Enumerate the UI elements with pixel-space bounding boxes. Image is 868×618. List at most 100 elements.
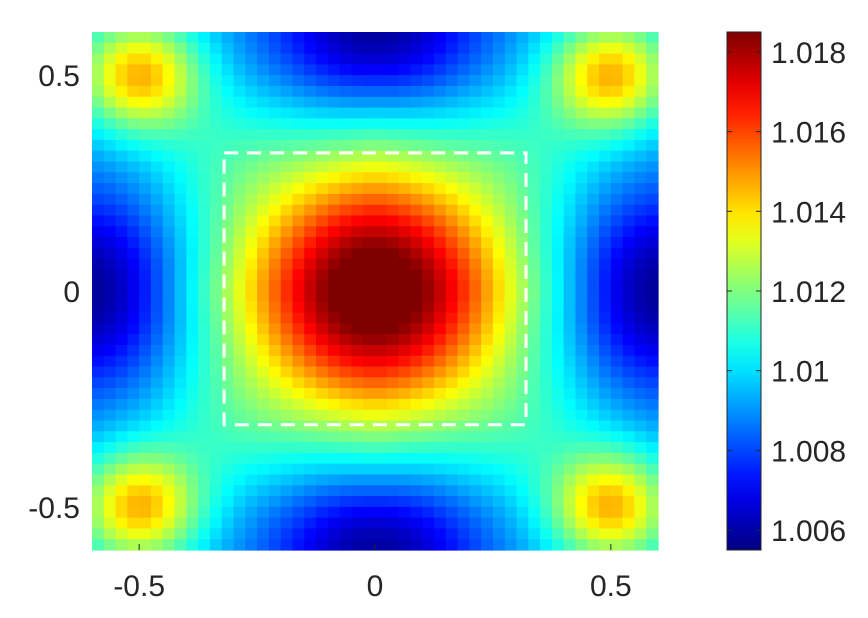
heatmap-cell: [445, 139, 459, 152]
heatmap-cell: [610, 150, 624, 163]
heatmap-cell: [551, 32, 565, 44]
heatmap-cell: [587, 107, 600, 119]
heatmap-cell: [469, 183, 482, 195]
heatmap-cell: [162, 32, 176, 44]
heatmap-cell: [327, 323, 341, 335]
heatmap-cell: [257, 193, 270, 206]
heatmap-cell: [398, 377, 411, 389]
heatmap-cell: [540, 452, 553, 465]
heatmap-cell: [386, 409, 400, 422]
colorbar-tick-label: 1.016: [771, 117, 846, 150]
heatmap-cell: [587, 258, 600, 271]
heatmap-cell: [245, 474, 258, 486]
heatmap-cell: [634, 485, 647, 497]
heatmap-cell: [221, 539, 235, 551]
heatmap-cell: [198, 204, 211, 217]
heatmap-cell: [622, 75, 636, 87]
heatmap-cell: [634, 398, 647, 411]
heatmap-cell: [386, 32, 400, 44]
heatmap-cell: [316, 161, 329, 173]
heatmap-cell: [504, 247, 518, 260]
heatmap-cell: [528, 420, 541, 432]
heatmap-cell: [492, 237, 506, 249]
heatmap-cell: [363, 517, 376, 530]
heatmap-cell: [363, 323, 376, 335]
heatmap-cell: [280, 237, 294, 249]
heatmap-cell: [174, 474, 187, 486]
heatmap-cell: [587, 204, 600, 217]
heatmap-cell: [410, 301, 423, 314]
heatmap-cell: [375, 183, 388, 195]
heatmap-cell: [634, 528, 647, 540]
heatmap-cell: [410, 96, 423, 109]
heatmap-cell: [622, 323, 636, 335]
heatmap-cell: [646, 193, 659, 206]
heatmap-cell: [540, 409, 553, 422]
heatmap-cell: [469, 64, 482, 76]
heatmap-cell: [398, 334, 411, 346]
heatmap-cell: [292, 32, 305, 44]
heatmap-cell: [139, 107, 152, 119]
heatmap-cell: [174, 528, 187, 540]
heatmap-cell: [504, 496, 518, 508]
heatmap-cell: [492, 355, 506, 368]
heatmap-cell: [433, 258, 447, 271]
heatmap-cell: [198, 280, 211, 292]
heatmap-cell: [422, 32, 435, 44]
heatmap-cell: [516, 280, 529, 292]
heatmap-cell: [504, 398, 518, 411]
heatmap-cell: [433, 161, 447, 173]
heatmap-cell: [174, 496, 187, 508]
heatmap-cell: [162, 172, 176, 184]
heatmap-cell: [316, 366, 329, 378]
heatmap-cell: [386, 193, 400, 206]
heatmap-cell: [292, 172, 305, 184]
heatmap-cell: [587, 226, 600, 238]
heatmap-cell: [610, 161, 624, 173]
heatmap-cell: [445, 42, 459, 55]
heatmap-cell: [516, 312, 529, 324]
heatmap-cell: [304, 409, 317, 422]
heatmap-cell: [622, 377, 636, 389]
heatmap-cell: [646, 291, 659, 303]
heatmap-cell: [127, 528, 140, 540]
heatmap-cell: [304, 32, 317, 44]
heatmap-cell: [634, 247, 647, 260]
heatmap-cell: [386, 96, 400, 109]
heatmap-cell: [410, 139, 423, 152]
heatmap-cell: [186, 85, 199, 98]
heatmap-cell: [504, 183, 518, 195]
heatmap-cell: [103, 247, 117, 260]
heatmap-cell: [457, 139, 470, 152]
heatmap-cell: [410, 269, 423, 281]
heatmap-cell: [540, 517, 553, 530]
heatmap-cell: [257, 442, 270, 454]
heatmap-cell: [457, 107, 470, 119]
heatmap-cell: [221, 355, 235, 368]
heatmap-cell: [280, 215, 294, 227]
heatmap-cell: [634, 204, 647, 217]
heatmap-cell: [327, 150, 341, 163]
heatmap-cell: [92, 442, 105, 454]
heatmap-cell: [551, 452, 565, 465]
heatmap-cell: [245, 388, 258, 400]
heatmap-cell: [292, 452, 305, 465]
heatmap-cell: [622, 53, 636, 65]
heatmap-cell: [575, 75, 588, 87]
heatmap-cell: [646, 172, 659, 184]
heatmap-cell: [257, 204, 270, 217]
heatmap-cell: [162, 377, 176, 389]
heatmap-cell: [575, 215, 588, 227]
heatmap-cell: [150, 388, 164, 400]
heatmap-cell: [245, 517, 258, 530]
heatmap-cell: [186, 312, 199, 324]
heatmap-cell: [445, 280, 459, 292]
heatmap-cell: [551, 539, 565, 551]
heatmap-cell: [280, 75, 294, 87]
heatmap-cell: [150, 517, 164, 530]
heatmap-cell: [150, 75, 164, 87]
heatmap-cell: [422, 258, 435, 271]
heatmap-cell: [386, 485, 400, 497]
heatmap-cell: [304, 377, 317, 389]
heatmap-cell: [469, 215, 482, 227]
